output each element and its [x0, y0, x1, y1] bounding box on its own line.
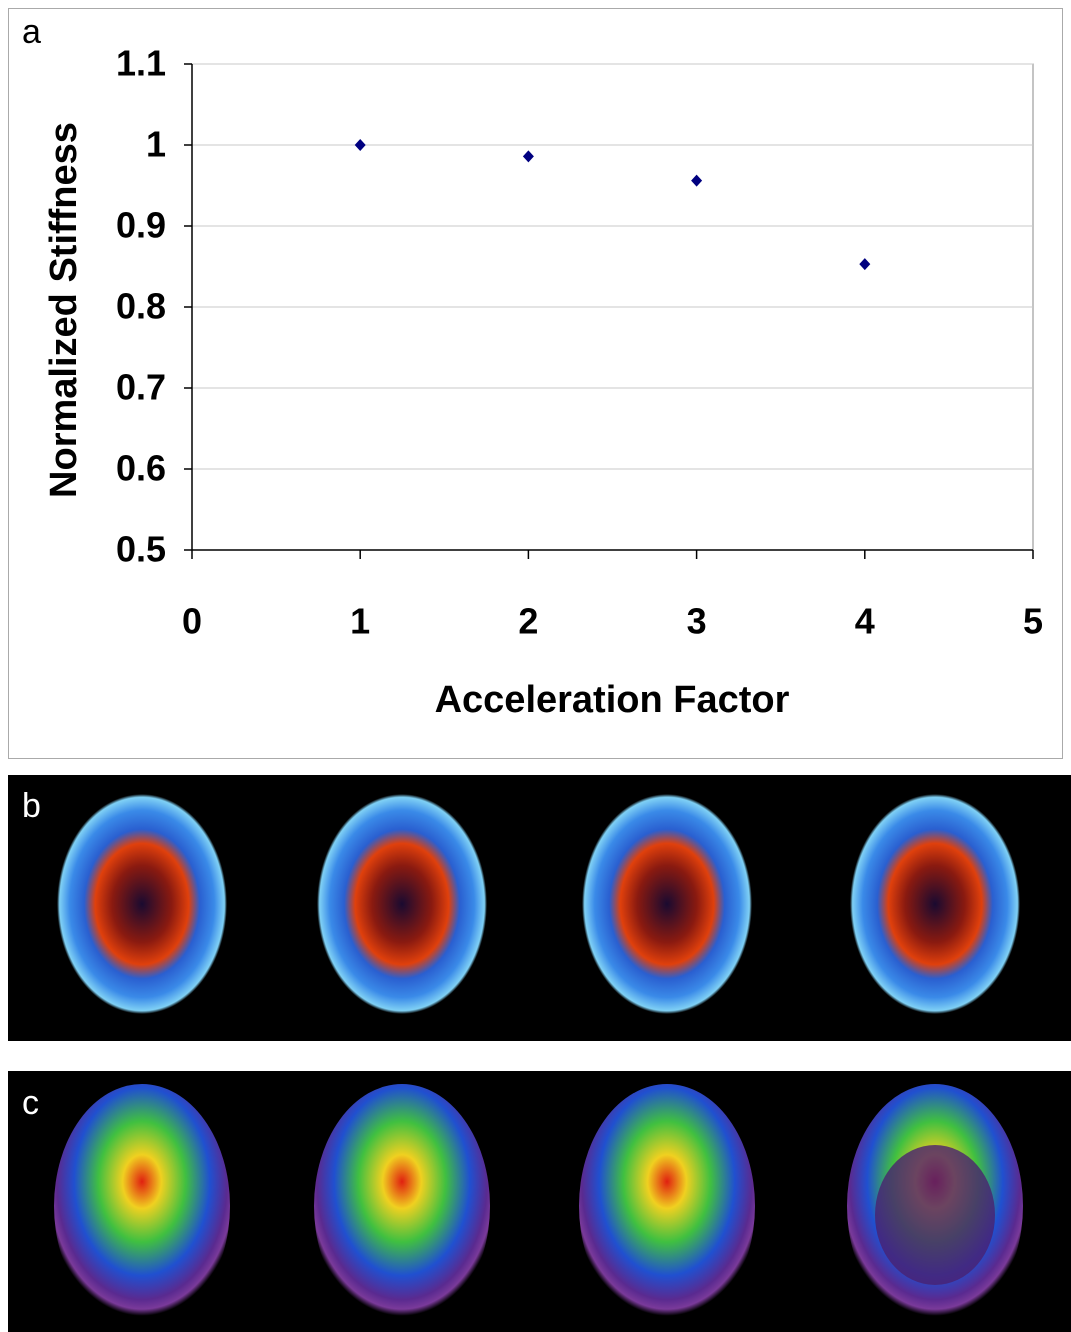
data-point: [859, 258, 871, 271]
y-axis-title: Normalized Stiffness: [43, 122, 85, 498]
y-tick-label: 0.5: [116, 529, 166, 570]
brain-image-region: [875, 1145, 995, 1285]
panel-label: c: [22, 1084, 39, 1122]
y-tick-label: 1: [146, 124, 166, 165]
y-tick-label: 0.7: [116, 367, 166, 408]
data-point: [691, 174, 703, 187]
x-tick-label: 5: [1023, 601, 1043, 642]
brain-image: [582, 794, 752, 1014]
y-tick-label: 0.6: [116, 448, 166, 489]
y-tick-label: 0.9: [116, 205, 166, 246]
data-point: [522, 150, 534, 163]
x-tick-label: 3: [687, 601, 707, 642]
x-tick-label: 4: [855, 601, 875, 642]
plot: 0.5 0.6 0.7 0.8 0.9 1 1.1 0 1 2 3 4 5: [116, 43, 1043, 642]
x-axis-title: Acceleration Factor: [435, 679, 790, 721]
brain-image: [579, 1084, 755, 1328]
y-tick-label: 1.1: [116, 43, 166, 84]
x-tick-label: 0: [182, 601, 202, 642]
x-tick-label: 1: [350, 601, 370, 642]
brain-image: [314, 1084, 490, 1328]
y-tick-label: 0.8: [116, 286, 166, 327]
brain-image: [317, 794, 487, 1014]
brain-image: [54, 1084, 230, 1328]
brain-image: [57, 794, 227, 1014]
x-tick-label: 2: [518, 601, 538, 642]
panel-label: b: [22, 787, 41, 825]
brain-image: [850, 794, 1020, 1014]
data-point: [354, 139, 366, 151]
panel-label: a: [22, 13, 41, 51]
